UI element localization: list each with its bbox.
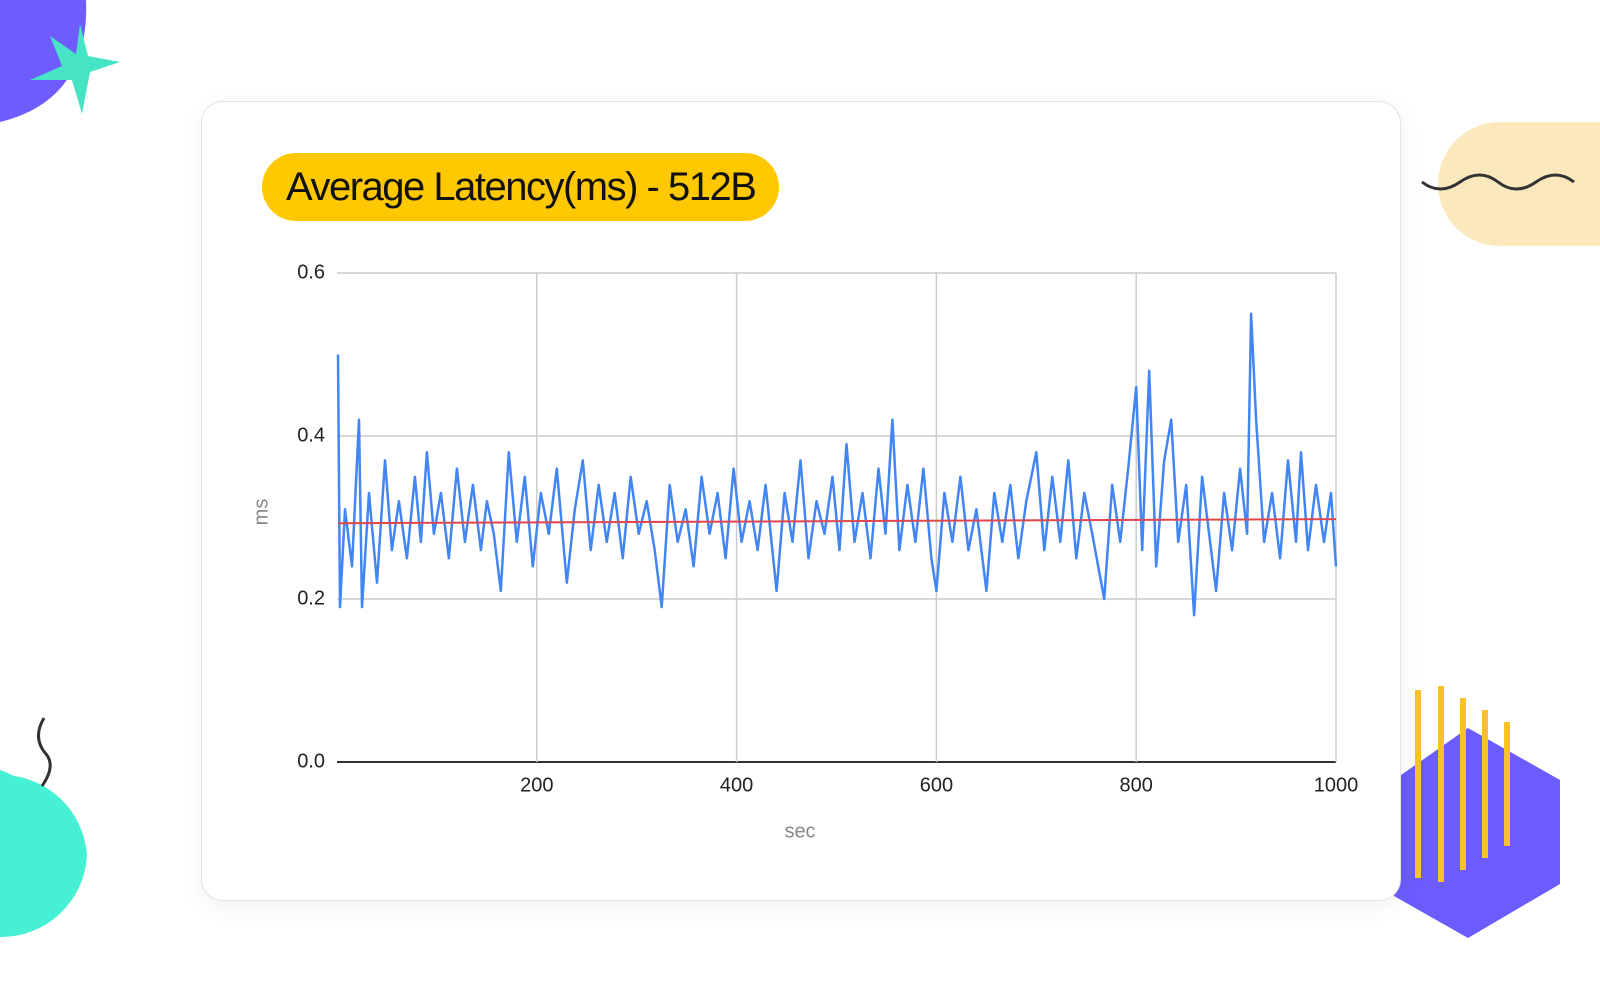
data-line — [337, 518, 1337, 525]
bars-deco — [1415, 686, 1510, 882]
x-tick-label: 400 — [720, 774, 753, 796]
purple-blob — [0, 0, 87, 122]
squiggle-2 — [37, 717, 52, 787]
chart-title: Average Latency(ms) - 512B — [262, 153, 780, 221]
star — [30, 24, 120, 114]
hexagon — [1394, 728, 1560, 938]
squiggle — [1421, 173, 1575, 191]
data-line — [336, 312, 1338, 617]
y-axis-label: ms — [250, 499, 272, 526]
y-tick-label: 0.0 — [297, 750, 325, 772]
y-tick-label: 0.4 — [297, 424, 325, 446]
x-tick-label: 800 — [1120, 774, 1153, 796]
teal-circle-2 — [0, 774, 87, 938]
x-axis-label: sec — [784, 820, 815, 842]
x-tick-label: 600 — [920, 774, 953, 796]
cream-blob — [1438, 122, 1600, 246]
x-tick-label: 1000 — [1314, 774, 1359, 796]
y-tick-label: 0.2 — [297, 587, 325, 609]
x-tick-label: 200 — [520, 774, 553, 796]
y-tick-label: 0.6 — [297, 261, 325, 283]
